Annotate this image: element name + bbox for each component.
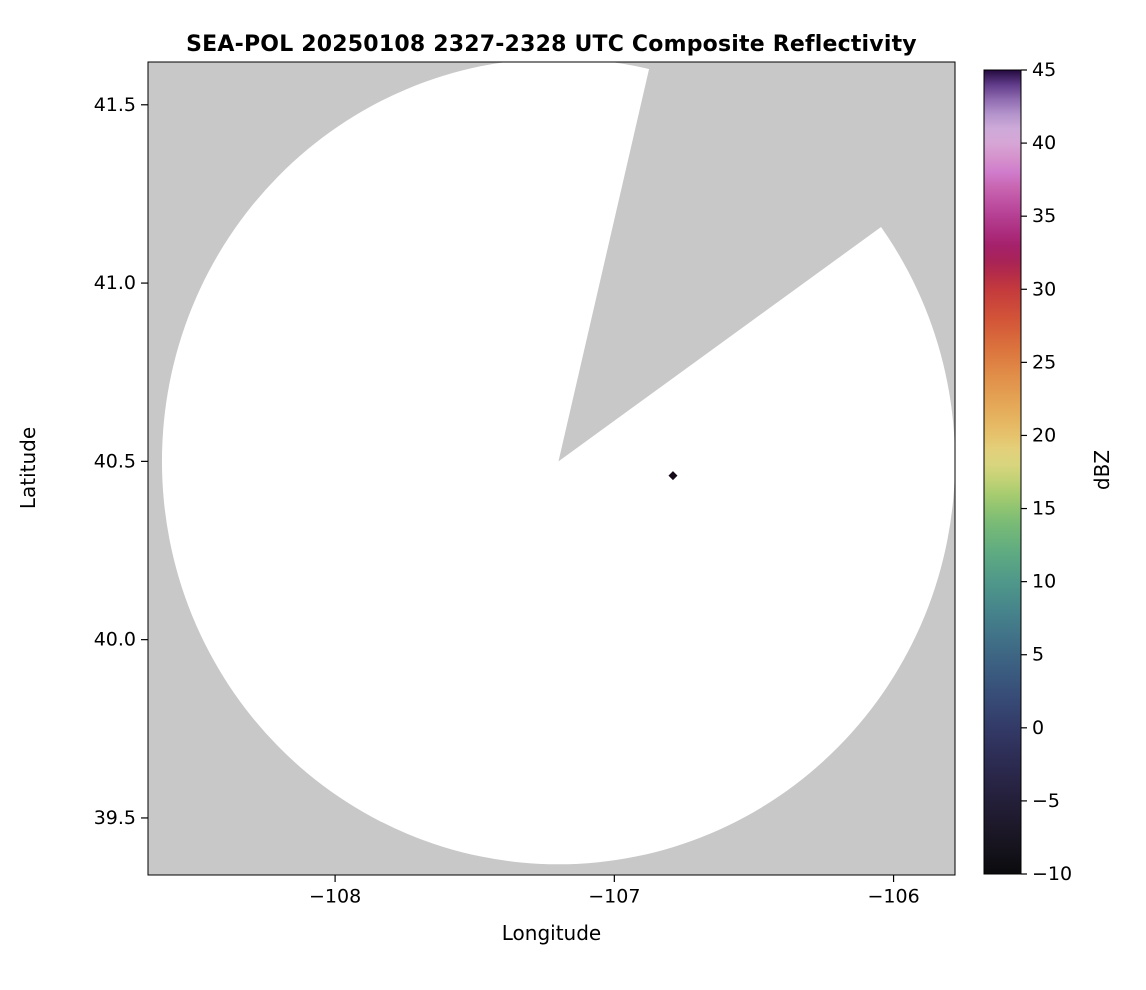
y-tick-label: 40.0 <box>94 629 136 651</box>
colorbar-tick-label: 45 <box>1032 59 1056 81</box>
missing-sector-wedge <box>558 62 955 462</box>
colorbar-tick-label: 35 <box>1032 205 1056 227</box>
y-tick-label: 39.5 <box>94 807 136 829</box>
colorbar-tick-label: −10 <box>1032 863 1072 885</box>
colorbar-tick-label: 25 <box>1032 351 1056 373</box>
colorbar-tick-label: 5 <box>1032 644 1044 666</box>
x-tick-label: −106 <box>867 886 919 908</box>
colorbar-border <box>983 69 1022 875</box>
plot-border <box>147 61 956 876</box>
x-axis-label: Longitude <box>501 921 602 945</box>
y-axis-label: Latitude <box>16 426 40 510</box>
x-tick-label: −107 <box>588 886 640 908</box>
colorbar-gradient <box>984 70 1021 874</box>
colorbar-tick-label: 0 <box>1032 717 1044 739</box>
chart-title: SEA-POL 20250108 2327-2328 UTC Composite… <box>186 32 917 57</box>
colorbar-tick-label: 10 <box>1032 571 1056 593</box>
colorbar-tick-label: 40 <box>1032 132 1056 154</box>
colorbar-tick-label: −5 <box>1032 790 1060 812</box>
colorbar-label: dBZ <box>1090 449 1114 491</box>
colorbar-tick-label: 30 <box>1032 278 1056 300</box>
y-tick-label: 41.0 <box>94 272 136 294</box>
y-tick-label: 41.5 <box>94 94 136 116</box>
x-tick-label: −108 <box>309 886 361 908</box>
echo-marker <box>668 471 678 481</box>
colorbar-tick-label: 20 <box>1032 424 1056 446</box>
y-tick-label: 40.5 <box>94 450 136 472</box>
colorbar-tick-label: 15 <box>1032 498 1056 520</box>
